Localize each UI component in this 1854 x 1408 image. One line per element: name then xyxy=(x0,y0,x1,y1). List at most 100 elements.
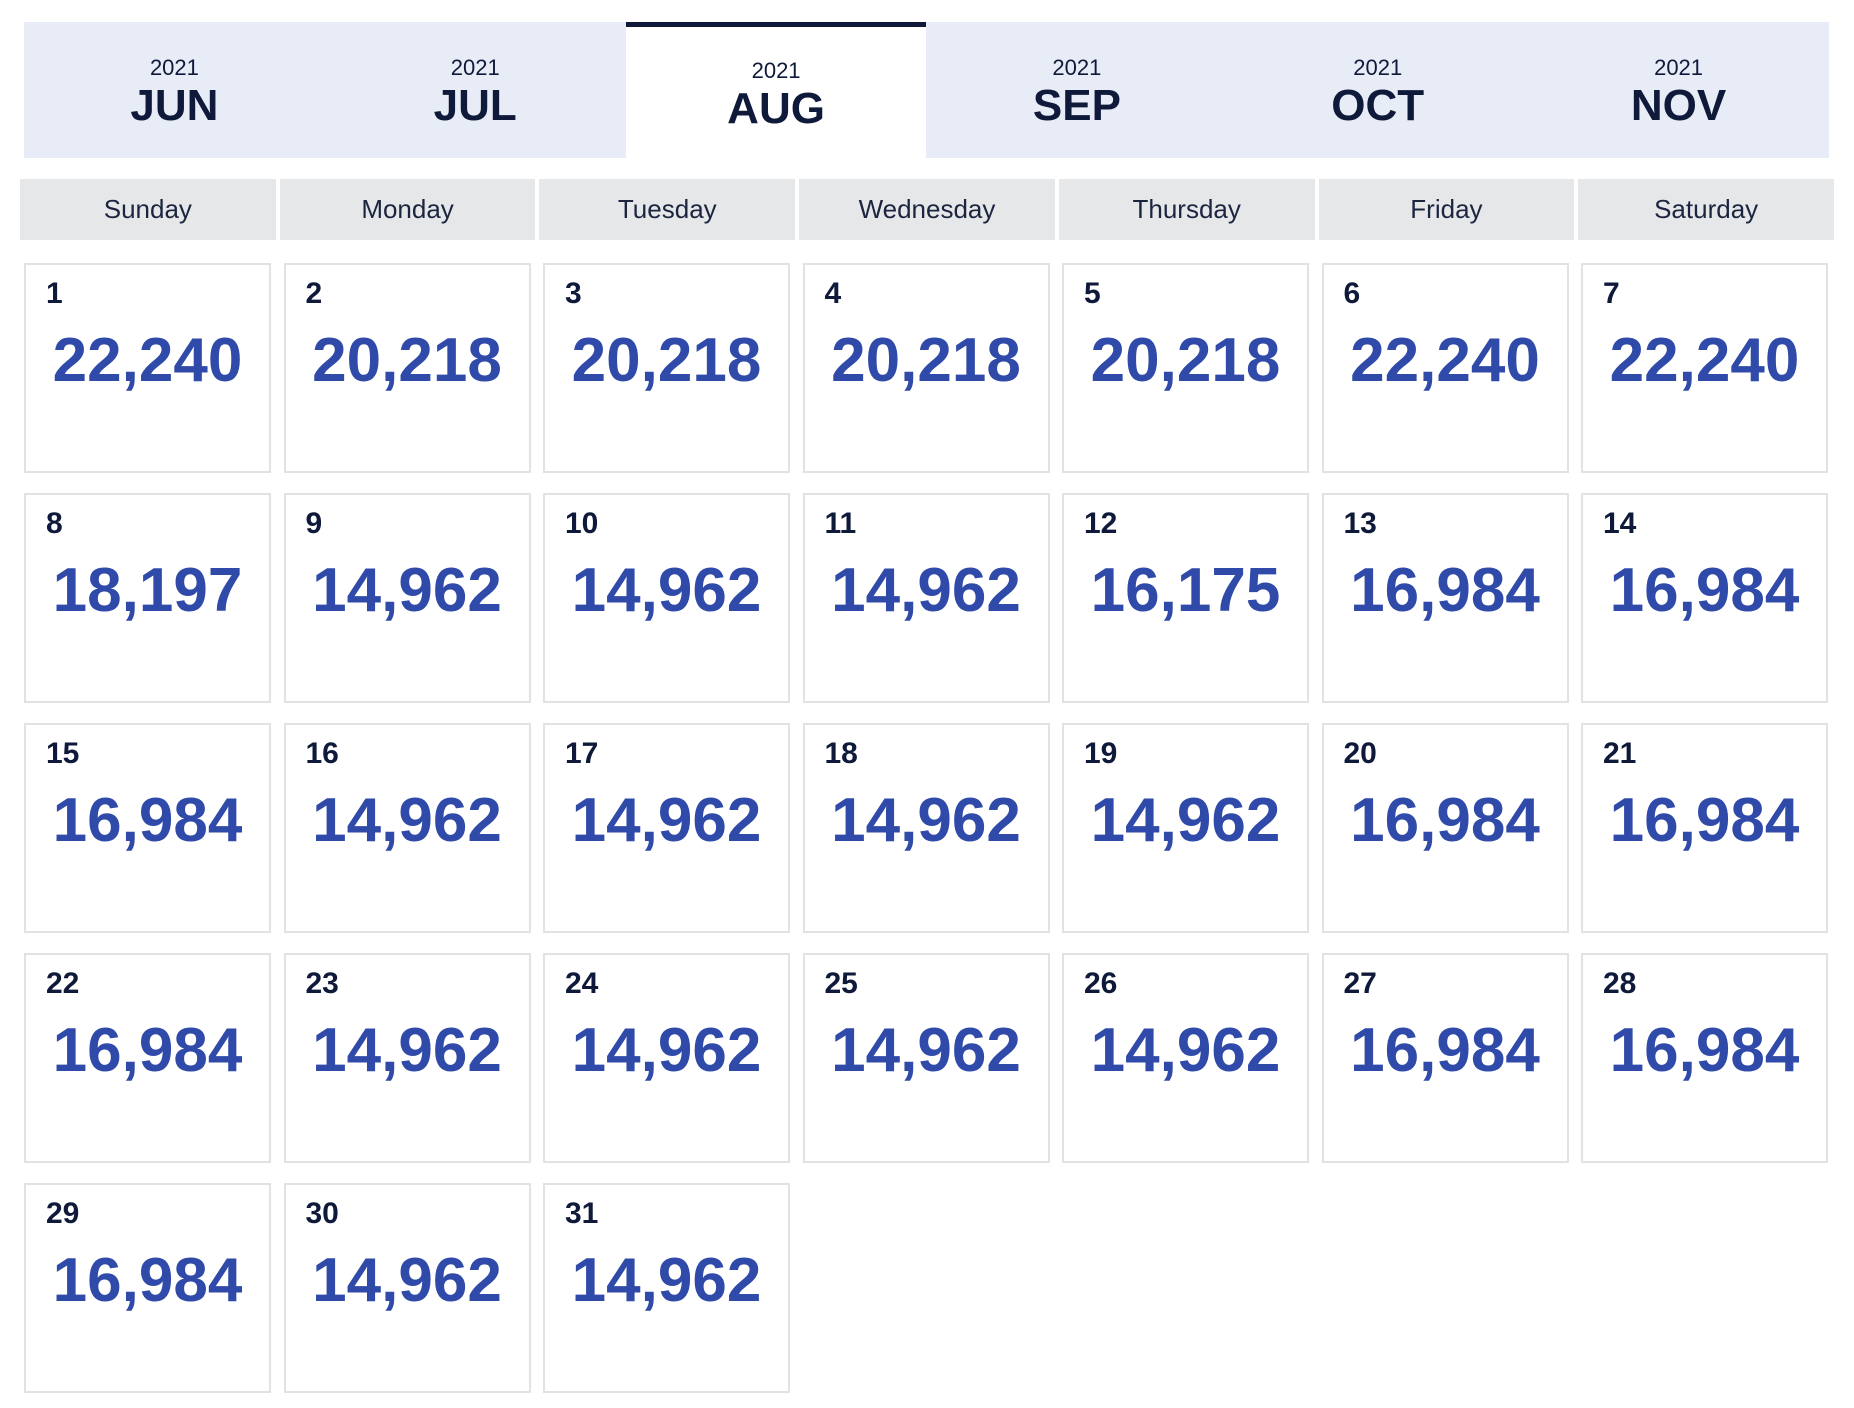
day-price: 20,218 xyxy=(571,326,762,395)
day-cell[interactable]: 30 14,962 xyxy=(283,1183,531,1393)
day-number: 3 xyxy=(565,277,582,310)
day-cell[interactable]: 14 16,984 xyxy=(1581,493,1828,703)
month-tab-year: 2021 xyxy=(1052,55,1102,80)
day-price: 14,962 xyxy=(1090,786,1281,855)
day-price: 14,962 xyxy=(571,1246,762,1315)
month-tab-label: AUG xyxy=(727,83,825,133)
month-tab-aug[interactable]: 2021 AUG xyxy=(625,22,927,158)
day-price: 14,962 xyxy=(831,1016,1021,1085)
day-price: 16,984 xyxy=(1350,1016,1540,1085)
day-number: 29 xyxy=(46,1197,80,1230)
day-cell[interactable]: 13 16,984 xyxy=(1321,493,1569,703)
month-tab-jun[interactable]: 2021 JUN xyxy=(24,22,325,158)
month-tab-oct[interactable]: 2021 OCT xyxy=(1227,22,1528,158)
day-number: 20 xyxy=(1343,737,1377,770)
month-tab-nov[interactable]: 2021 NOV xyxy=(1528,22,1829,158)
day-cell[interactable]: 21 16,984 xyxy=(1581,723,1828,933)
day-number: 24 xyxy=(565,967,599,1000)
month-tab-label: NOV xyxy=(1630,81,1727,130)
day-cell[interactable]: 3 20,218 xyxy=(543,263,790,473)
day-cell[interactable]: 27 16,984 xyxy=(1321,953,1569,1163)
day-number: 30 xyxy=(305,1197,339,1230)
day-cell[interactable]: 18 14,962 xyxy=(802,723,1050,933)
weekday-friday: Friday xyxy=(1318,179,1575,240)
day-number: 31 xyxy=(565,1197,599,1230)
weekday-thursday: Thursday xyxy=(1058,179,1315,240)
month-tab-jul[interactable]: 2021 JUL xyxy=(325,22,626,158)
day-price: 20,218 xyxy=(312,326,502,395)
day-cell[interactable]: 4 20,218 xyxy=(802,263,1050,473)
month-tab-year: 2021 xyxy=(450,55,500,80)
day-cell[interactable]: 25 14,962 xyxy=(802,953,1050,1163)
day-number: 7 xyxy=(1603,277,1620,310)
day-number: 9 xyxy=(305,507,323,540)
weekday-saturday: Saturday xyxy=(1578,179,1834,240)
day-cell[interactable]: 9 14,962 xyxy=(283,493,531,703)
day-cell[interactable]: 11 14,962 xyxy=(802,493,1050,703)
day-cell[interactable]: 8 18,197 xyxy=(24,493,271,703)
day-price: 14,962 xyxy=(312,786,502,855)
day-price: 16,175 xyxy=(1090,556,1281,625)
day-number: 2 xyxy=(305,277,323,310)
day-price: 14,962 xyxy=(571,786,762,855)
day-cell[interactable]: 16 14,962 xyxy=(283,723,531,933)
month-tab-sep[interactable]: 2021 SEP xyxy=(926,22,1227,158)
day-number: 15 xyxy=(46,737,80,770)
day-number: 23 xyxy=(305,967,339,1000)
day-number: 11 xyxy=(824,507,857,540)
day-number: 14 xyxy=(1603,507,1637,540)
day-cell[interactable]: 6 22,240 xyxy=(1321,263,1569,473)
day-price: 16,984 xyxy=(1350,556,1540,625)
day-cell[interactable]: 7 22,240 xyxy=(1581,263,1828,473)
day-price: 16,984 xyxy=(52,786,243,855)
month-tab-year: 2021 xyxy=(149,55,199,80)
day-number: 18 xyxy=(824,737,858,770)
day-number: 10 xyxy=(565,507,599,540)
month-tab-year: 2021 xyxy=(1353,55,1403,80)
day-cell[interactable]: 19 14,962 xyxy=(1062,723,1309,933)
day-price: 16,984 xyxy=(1350,786,1540,855)
day-price: 22,240 xyxy=(1350,326,1540,395)
day-number: 8 xyxy=(46,507,63,540)
month-tab-label: SEP xyxy=(1032,81,1121,130)
day-cell[interactable]: 10 14,962 xyxy=(543,493,790,703)
day-number: 1 xyxy=(46,277,63,310)
day-cell[interactable]: 31 14,962 xyxy=(543,1183,790,1393)
day-price: 16,984 xyxy=(52,1016,243,1085)
day-cell[interactable]: 2 20,218 xyxy=(283,263,531,473)
day-price: 14,962 xyxy=(571,1016,762,1085)
month-tab-label: JUN xyxy=(130,81,219,130)
day-cell[interactable]: 28 16,984 xyxy=(1581,953,1828,1163)
day-price: 20,218 xyxy=(831,326,1021,395)
day-cell[interactable]: 1 22,240 xyxy=(24,263,271,473)
day-price: 14,962 xyxy=(831,786,1021,855)
day-price: 16,984 xyxy=(1609,786,1800,855)
day-price: 16,984 xyxy=(1609,1016,1800,1085)
calendar-grid: 1 22,240 2 20,218 3 20,218 4 20,218 5 20,218 … xyxy=(24,263,1830,1393)
day-cell[interactable]: 26 14,962 xyxy=(1062,953,1309,1163)
day-price: 20,218 xyxy=(1090,326,1281,395)
day-cell[interactable]: 29 16,984 xyxy=(24,1183,271,1393)
day-number: 4 xyxy=(824,277,842,310)
day-price: 14,962 xyxy=(312,1016,502,1085)
day-price: 16,984 xyxy=(52,1246,243,1315)
weekday-wednesday: Wednesday xyxy=(799,179,1055,240)
day-cell[interactable]: 15 16,984 xyxy=(24,723,271,933)
day-number: 22 xyxy=(46,967,80,1000)
day-cell[interactable]: 24 14,962 xyxy=(543,953,790,1163)
day-number: 26 xyxy=(1084,967,1118,1000)
day-cell[interactable]: 12 16,175 xyxy=(1062,493,1309,703)
day-cell[interactable]: 20 16,984 xyxy=(1321,723,1569,933)
weekday-sunday: Sunday xyxy=(20,179,276,240)
day-number: 12 xyxy=(1084,507,1118,540)
day-cell[interactable]: 5 20,218 xyxy=(1062,263,1309,473)
day-cell[interactable]: 17 14,962 xyxy=(543,723,790,933)
day-price: 14,962 xyxy=(831,556,1021,625)
month-tab-label: OCT xyxy=(1331,81,1425,130)
day-cell[interactable]: 23 14,962 xyxy=(283,953,531,1163)
day-number: 5 xyxy=(1084,277,1101,310)
day-cell[interactable]: 22 16,984 xyxy=(24,953,271,1163)
weekday-monday: Monday xyxy=(279,179,536,240)
day-price: 14,962 xyxy=(1090,1016,1281,1085)
day-price: 22,240 xyxy=(1609,326,1800,395)
